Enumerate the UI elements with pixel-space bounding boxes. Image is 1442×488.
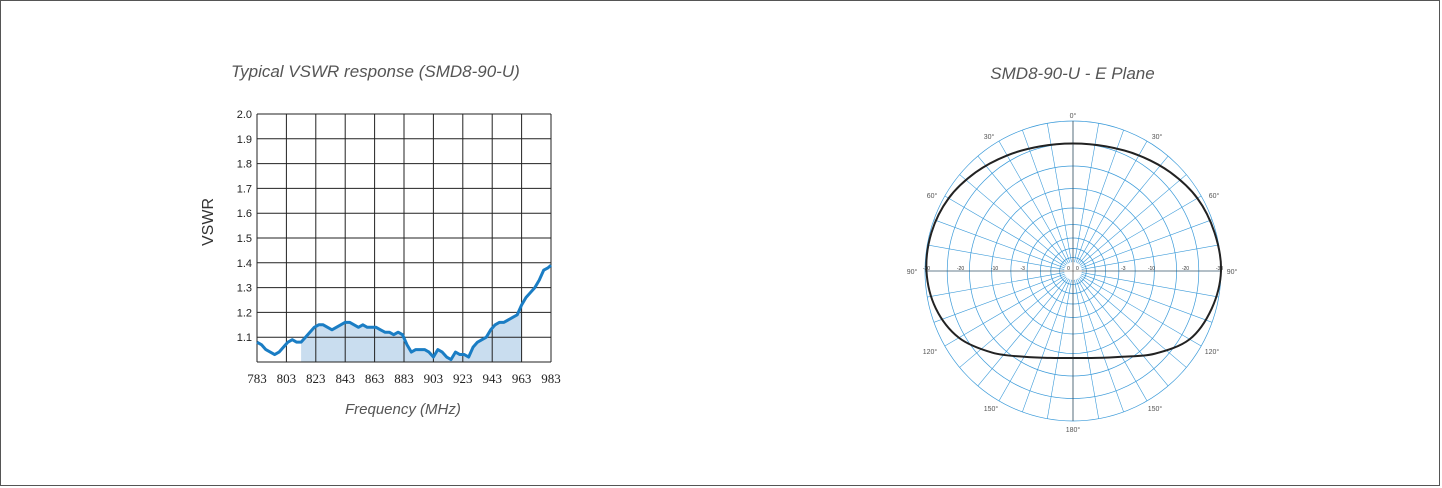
polar-grid-spoke xyxy=(1078,277,1169,387)
polar-angle-label: 60° xyxy=(1209,192,1220,200)
y-tick-label: 1.8 xyxy=(237,159,252,171)
polar-grid-spoke xyxy=(1078,155,1169,265)
polar-grid-spoke xyxy=(1081,272,1219,298)
polar-grid-spoke xyxy=(1079,276,1187,368)
vswr-series-line xyxy=(256,264,552,362)
y-tick-label: 1.7 xyxy=(237,183,252,195)
x-tick-label: 983 xyxy=(541,371,561,386)
polar-ring-label: 0 xyxy=(1076,266,1079,272)
x-tick-label: 863 xyxy=(365,371,385,386)
x-tick-label: 883 xyxy=(394,371,414,386)
polar-ring-label: -3 xyxy=(1121,266,1126,272)
polar-angle-label: 150° xyxy=(1148,405,1163,413)
polar-angle-label: 30° xyxy=(984,133,995,141)
polar-ring-label: -3 xyxy=(1020,266,1025,272)
polar-ring-label: -20 xyxy=(1182,266,1189,272)
x-tick-label: 923 xyxy=(453,371,473,386)
polar-angle-label: 0° xyxy=(1070,112,1077,120)
polar-grid-spoke xyxy=(944,275,1066,347)
x-tick-label: 823 xyxy=(306,371,326,386)
polar-angle-label: 120° xyxy=(1205,348,1220,356)
polar-ring-label: -10 xyxy=(991,266,998,272)
polar-grid-spoke xyxy=(998,140,1069,264)
polar-grid-spoke xyxy=(1080,195,1202,267)
polar-ring-label: -30 xyxy=(1216,266,1223,272)
y-tick-label: 1.3 xyxy=(237,283,252,295)
polar-grid-spoke xyxy=(1022,279,1071,413)
polar-grid-spoke xyxy=(959,276,1067,368)
polar-angle-label: 180° xyxy=(1066,426,1081,434)
polar-chart-title: SMD8-90-U - E Plane xyxy=(990,64,1155,83)
vswr-area-fill xyxy=(301,304,522,362)
x-tick-label: 803 xyxy=(277,371,297,386)
x-tick-label: 843 xyxy=(335,371,355,386)
polar-grid-spoke xyxy=(1022,129,1071,263)
polar-grid-spoke xyxy=(977,277,1068,387)
x-tick-label: 783 xyxy=(247,371,267,386)
y-tick-label: 1.6 xyxy=(237,208,252,220)
y-tick-label: 1.5 xyxy=(237,233,252,245)
x-tick-label: 903 xyxy=(424,371,444,386)
polar-grid-spoke xyxy=(944,195,1066,267)
polar-grid-spoke xyxy=(933,273,1065,323)
y-tick-label: 1.4 xyxy=(237,258,252,270)
y-tick-label: 1.2 xyxy=(237,307,252,319)
polar-grid-spoke xyxy=(1075,129,1124,263)
x-tick-label: 963 xyxy=(512,371,532,386)
polar-grid-spoke xyxy=(1074,123,1099,263)
polar-ring-label: 0 xyxy=(1067,266,1070,272)
y-tick-label: 1.9 xyxy=(237,134,252,146)
polar-angle-label: 150° xyxy=(984,405,999,413)
polar-grid-spoke xyxy=(998,278,1069,402)
polar-grid-spoke xyxy=(1077,140,1148,264)
polar-ring-label: -20 xyxy=(957,266,964,272)
polar-grid-spoke xyxy=(1081,273,1213,323)
polar-grid-spoke xyxy=(1079,174,1187,266)
polar-grid-spoke xyxy=(927,272,1065,298)
vswr-chart-title: Typical VSWR response (SMD8-90-U) xyxy=(231,62,520,81)
polar-grid-spoke xyxy=(1047,123,1072,263)
polar-grid-spoke xyxy=(1074,279,1099,419)
y-tick-label: 2.0 xyxy=(237,109,252,121)
polar-grid-spoke xyxy=(1047,279,1072,419)
polar-grid-spoke xyxy=(1075,279,1124,413)
polar-grid-spoke xyxy=(1080,275,1202,347)
polar-angle-label: 30° xyxy=(1152,133,1163,141)
polar-angle-label: 90° xyxy=(1227,268,1238,276)
polar-angle-label: 120° xyxy=(923,348,938,356)
polar-angle-label: 90° xyxy=(907,268,918,276)
polar-grid-spoke xyxy=(1081,244,1219,270)
polar-grid-spoke xyxy=(977,155,1068,265)
polar-grid-spoke xyxy=(959,174,1067,266)
polar-grid-spoke xyxy=(933,219,1065,269)
polar-grid-spoke xyxy=(927,244,1065,270)
polar-ring-label: -10 xyxy=(1148,266,1155,272)
x-axis-label: Frequency (MHz) xyxy=(345,401,461,418)
polar-grid-spoke xyxy=(1081,219,1213,269)
y-tick-label: 1.1 xyxy=(237,332,252,344)
x-tick-label: 943 xyxy=(482,371,502,386)
polar-grid-spoke xyxy=(1077,278,1148,402)
polar-pattern-line xyxy=(925,142,1223,360)
polar-angle-label: 60° xyxy=(927,192,938,200)
